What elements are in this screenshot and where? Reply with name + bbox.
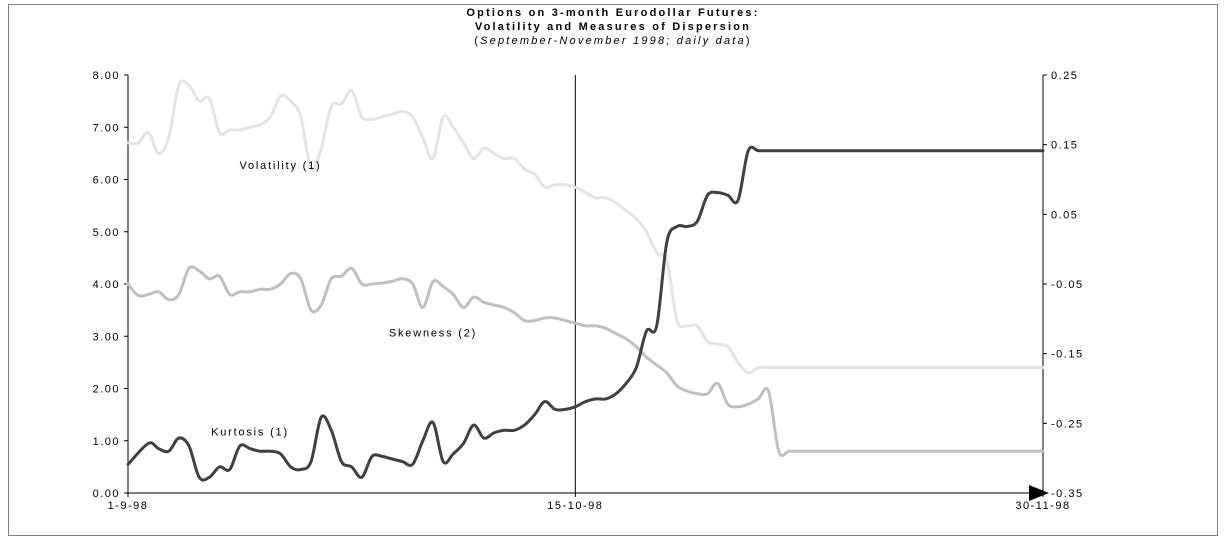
left-y-tick-label: 8.00 [93, 70, 120, 82]
x-tick-label: 30-11-98 [1015, 500, 1070, 512]
left-y-tick-label: 3.00 [93, 331, 120, 343]
x-axis-arrow-icon [1029, 485, 1049, 501]
right-y-tick-label: -0.05 [1051, 279, 1084, 291]
chart-frame [8, 4, 1218, 536]
right-y-tick-label: -0.25 [1051, 418, 1084, 430]
skewness-line [126, 265, 1045, 458]
x-tick-label: 15-10-98 [547, 500, 603, 512]
left-y-tick-label: 7.00 [93, 122, 120, 134]
left-y-tick-label: 6.00 [93, 175, 120, 187]
right-y-tick-label: 0.25 [1051, 70, 1078, 82]
chart-title-line1: Options on 3-month Eurodollar Futures: [466, 7, 760, 19]
volatility-label: Volatility (1) [239, 160, 321, 172]
subtitle-close: ) [745, 35, 752, 47]
x-tick-label: 1-9-98 [108, 500, 149, 512]
left-y-tick-label: 0.00 [93, 488, 120, 500]
right-y-tick-label: 0.05 [1051, 209, 1078, 221]
volatility-line [126, 79, 1045, 375]
left-y-tick-label: 5.00 [93, 227, 120, 239]
skewness-label: Skewness (2) [389, 327, 477, 339]
right-y-tick-label: -0.15 [1051, 349, 1084, 361]
chart-subtitle: (September-November 1998; daily data) [0, 35, 1226, 47]
chart-title-line2: Volatility and Measures of Dispersion [474, 21, 752, 33]
kurtosis-label: Kurtosis (1) [211, 427, 289, 439]
kurtosis-line [126, 145, 1045, 482]
left-y-tick-label: 4.00 [93, 279, 120, 291]
left-y-tick-label: 2.00 [93, 384, 120, 396]
right-y-tick-label: -0.35 [1051, 488, 1084, 500]
subtitle-open: ( [474, 35, 481, 47]
subtitle-text: September-November 1998; daily data [480, 35, 746, 47]
right-y-tick-label: 0.15 [1051, 140, 1078, 152]
left-y-tick-label: 1.00 [93, 436, 120, 448]
